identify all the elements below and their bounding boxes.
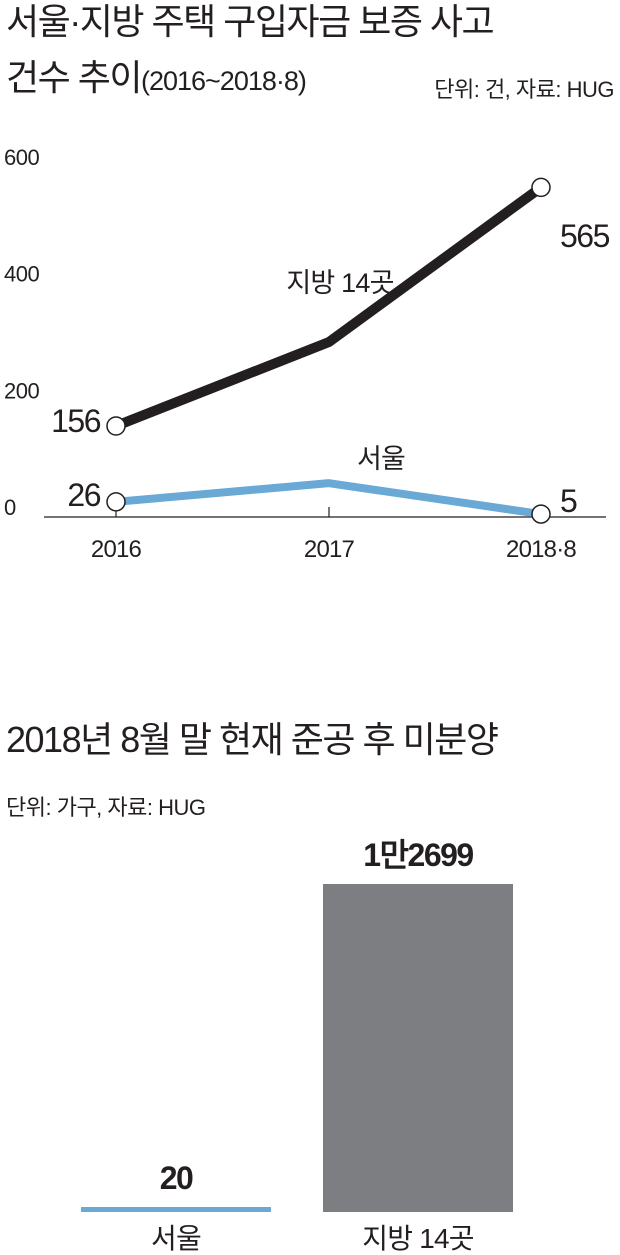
x-tick-label: 2017 [304, 536, 355, 563]
bar-chart: 20 서울 1만2699 지방 14곳 [81, 837, 513, 1254]
y-tick-label-0: 0 [4, 495, 16, 520]
bar-seoul [81, 1207, 271, 1212]
data-label: 156 [51, 403, 101, 439]
data-point-marker [106, 492, 126, 512]
data-label: 5 [560, 483, 577, 519]
y-axis-ticks: 600 400 200 0 [4, 145, 40, 520]
data-label: 26 [67, 477, 100, 513]
bar-jibang [323, 884, 513, 1212]
bar-category-label: 서울 [151, 1223, 201, 1254]
chart1-unit-source: 단위: 건, 자료: HUG [434, 77, 614, 102]
chart1-title-period: (2016~2018·8) [140, 66, 307, 96]
chart1-title-main: 건수 추이 [6, 57, 142, 98]
x-tick-label: 2018·8 [506, 536, 576, 563]
bars-group: 20 서울 1만2699 지방 14곳 [81, 837, 513, 1254]
chart2-title: 2018년 8월 말 현재 준공 후 미분양 [6, 719, 499, 760]
bar-value-label: 20 [160, 1160, 193, 1196]
series-line-seoul [112, 479, 545, 519]
data-labels: 156 565 지방 14곳 26 5 서울 [51, 218, 611, 519]
data-point-marker [531, 504, 551, 524]
x-tick-label: 2016 [91, 536, 142, 563]
line-chart: 600 400 200 0 2016 2017 2018·8 156 565 지방 14곳 26… [4, 145, 611, 563]
chart1-title-line1: 서울·지방 주택 구입자금 보증 사고 [6, 1, 495, 42]
y-tick-label-400: 400 [4, 262, 39, 287]
chart2-unit-source: 단위: 가구, 자료: HUG [6, 795, 206, 820]
data-point-marker [531, 177, 551, 198]
data-point-marker [106, 416, 126, 436]
data-label: 565 [560, 218, 610, 254]
bar-value-label: 1만2699 [363, 837, 473, 873]
series-name-label: 지방 14곳 [286, 268, 393, 298]
chart1-title-line2: 건수 추이(2016~2018·8) [6, 56, 307, 103]
series-name-label: 서울 [357, 444, 405, 474]
y-tick-label-600: 600 [4, 145, 39, 170]
series-line-jibang [111, 182, 546, 431]
y-tick-label-200: 200 [4, 378, 39, 403]
x-axis-ticks: 2016 2017 2018·8 [91, 507, 577, 563]
bar-category-label: 지방 14곳 [362, 1223, 473, 1254]
series-group [106, 177, 551, 524]
